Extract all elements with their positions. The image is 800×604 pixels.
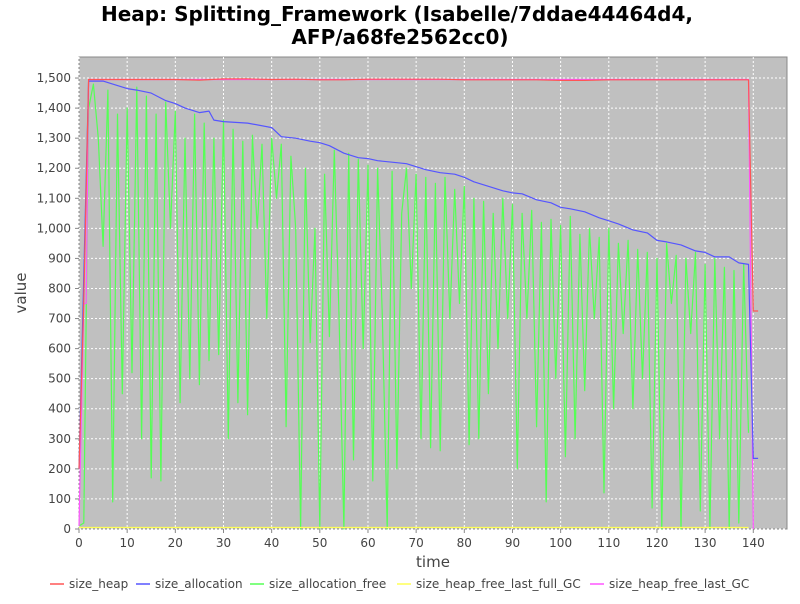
x-tick-label: 50 [312,536,327,550]
x-tick-label: 60 [360,536,375,550]
y-tick-label: 400 [48,402,71,416]
y-tick-label: 800 [48,281,71,295]
y-tick-label: 0 [63,522,71,536]
x-tick-label: 30 [216,536,231,550]
x-tick-label: 120 [646,536,669,550]
legend-label: size_heap [69,577,128,591]
x-tick-label: 80 [457,536,472,550]
legend-label: size_heap_free_last_full_GC [416,577,581,591]
x-axis-ticks: 0 10 20 30 40 50 60 70 80 90 100 110 120 130 140 [75,529,765,550]
y-tick-label: 500 [48,372,71,386]
y-tick-label: 900 [48,251,71,265]
y-tick-label: 1,400 [37,101,71,115]
chart-title-line-1: Heap: Splitting_Framework (Isabelle/7dda… [101,2,693,26]
series-line-size-heap [78,78,759,469]
y-tick-label: 200 [48,462,71,476]
y-tick-label: 1,100 [37,191,71,205]
x-tick-label: 10 [120,536,135,550]
y-tick-label: 1,300 [37,131,71,145]
series-line-size-allocation [78,80,759,469]
y-axis-ticks: 0 100 200 300 400 500 600 700 800 900 1,000 1,100 1,… [37,71,79,536]
legend-label: size_allocation_free [269,577,386,591]
y-tick-label: 1,000 [37,221,71,235]
x-tick-label: 110 [597,536,620,550]
x-tick-label: 40 [264,536,279,550]
series-layer [78,78,759,530]
x-tick-label: 140 [742,536,765,550]
y-tick-label: 1,200 [37,161,71,175]
x-tick-label: 90 [505,536,520,550]
y-axis-label: value [12,273,30,314]
y-tick-label: 100 [48,492,71,506]
legend-label: size_heap_free_last_GC [609,577,749,591]
series-line-size-allocation-free [78,83,750,530]
x-tick-label: 0 [75,536,83,550]
x-axis-label: time [416,553,450,571]
legend: size_heap size_allocation size_allocation_… [50,577,749,591]
x-tick-label: 100 [549,536,572,550]
chart-title-line-2: AFP/a68fe2562cc0) [291,25,508,49]
y-tick-label: 1,500 [37,71,71,85]
y-tick-label: 300 [48,432,71,446]
x-tick-label: 70 [409,536,424,550]
x-tick-label: 130 [694,536,717,550]
y-tick-label: 700 [48,312,71,326]
y-tick-label: 600 [48,342,71,356]
x-tick-label: 20 [168,536,183,550]
legend-label: size_allocation [155,577,243,591]
